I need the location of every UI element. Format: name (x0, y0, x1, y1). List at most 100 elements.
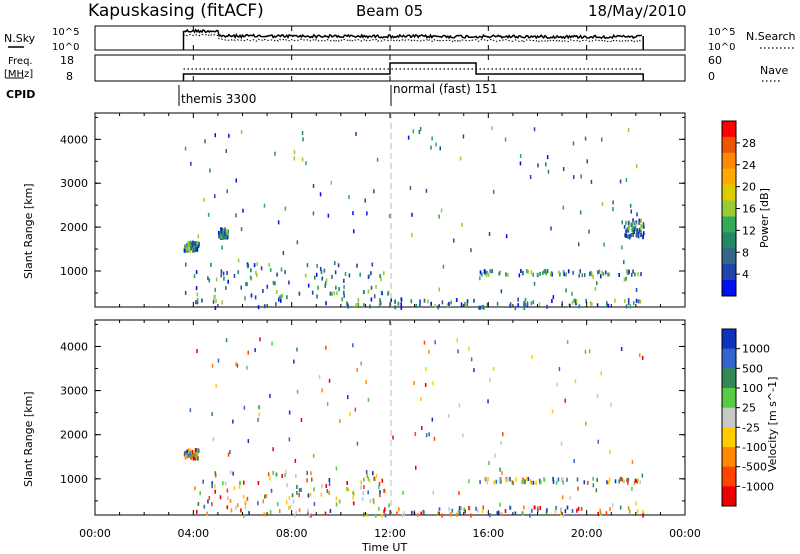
range-cell (588, 349, 591, 354)
range-cell (538, 478, 541, 483)
range-cell (210, 262, 212, 267)
range-cell (271, 341, 273, 346)
colorbar-tick-label: 16 (742, 203, 756, 216)
range-cell (211, 363, 214, 368)
range-cell (464, 509, 466, 514)
x-tick-label: 12:00 (374, 527, 406, 540)
range-cell (427, 299, 429, 304)
range-cell (520, 269, 522, 273)
noise-left-tick-bottom: 10^0 (52, 42, 79, 53)
noise-left-label: N.Sky (4, 32, 36, 45)
range-cell (556, 382, 558, 387)
range-cell (312, 453, 315, 458)
colorbar-swatch (722, 447, 736, 468)
range-cell (194, 450, 197, 455)
range-cell (247, 439, 250, 443)
range-cell (238, 485, 241, 490)
range-cell (263, 203, 266, 208)
range-cell (592, 275, 594, 280)
range-cell (194, 486, 196, 491)
range-cell (533, 127, 536, 132)
range-cell (337, 263, 340, 268)
range-cell (214, 287, 216, 292)
range-cell (324, 283, 326, 288)
range-cell (225, 338, 228, 343)
range-cell (259, 337, 261, 342)
range-cell (514, 306, 517, 310)
range-cell (316, 263, 318, 268)
range-cell (509, 477, 511, 482)
range-cell (284, 206, 287, 211)
range-cell (520, 479, 523, 484)
range-cell (394, 305, 397, 310)
range-cell (419, 127, 422, 131)
range-cell (387, 291, 389, 296)
range-cell (627, 300, 630, 305)
range-cell (642, 222, 645, 227)
range-cell (193, 248, 196, 253)
range-cell (563, 272, 565, 277)
range-cell (366, 474, 368, 478)
date-title: 18/May/2010 (588, 2, 686, 20)
range-cell (537, 508, 539, 513)
range-cell (298, 291, 301, 296)
range-cell (470, 513, 472, 518)
range-cell (321, 484, 323, 489)
range-cell (184, 455, 187, 460)
velocity-colorbar-label: Velocity [m s^-1] (766, 377, 779, 472)
range-cell (197, 234, 199, 239)
range-cell (603, 242, 605, 247)
range-cell (457, 349, 459, 354)
range-cell (456, 338, 458, 343)
range-cell (479, 276, 481, 281)
range-cell (359, 272, 361, 277)
range-cell (577, 506, 580, 511)
range-cell (561, 301, 563, 306)
range-cell (566, 505, 569, 510)
range-cell (514, 511, 517, 516)
range-cell (396, 511, 398, 516)
range-cell (235, 178, 237, 183)
range-cell (246, 496, 249, 501)
velocity-heatmap (183, 337, 645, 518)
range-cell (307, 508, 309, 513)
range-cell (482, 505, 485, 510)
range-cell (403, 511, 406, 516)
range-cell (626, 228, 628, 233)
range-cell (435, 142, 437, 147)
range-cell (643, 231, 645, 236)
range-cell (388, 214, 391, 219)
range-cell (625, 304, 628, 309)
range-cell (352, 343, 354, 348)
range-cell (296, 240, 299, 245)
range-cell (504, 509, 507, 513)
range-cell (335, 285, 337, 290)
range-cell (607, 480, 610, 485)
range-cell (328, 491, 330, 495)
range-cell (470, 248, 472, 253)
range-cell (588, 229, 590, 234)
range-cell (557, 477, 560, 482)
range-cell (601, 202, 604, 206)
range-cell (197, 456, 199, 461)
range-cell (484, 477, 487, 482)
range-cell (319, 192, 322, 197)
range-cell (440, 208, 443, 213)
range-cell (407, 135, 410, 140)
range-cell (288, 505, 290, 510)
range-cell (284, 270, 286, 275)
range-cell (519, 161, 522, 166)
range-cell (480, 272, 483, 277)
range-cell (197, 243, 200, 248)
range-cell (368, 478, 371, 483)
range-cell (607, 272, 609, 277)
range-cell (365, 513, 368, 517)
range-cell (509, 505, 512, 510)
range-cell (592, 476, 594, 481)
range-cell (309, 492, 312, 497)
range-cell (296, 389, 299, 394)
range-cell (194, 456, 197, 461)
range-cell (634, 478, 637, 483)
y-tick-label: 2000 (60, 221, 88, 234)
